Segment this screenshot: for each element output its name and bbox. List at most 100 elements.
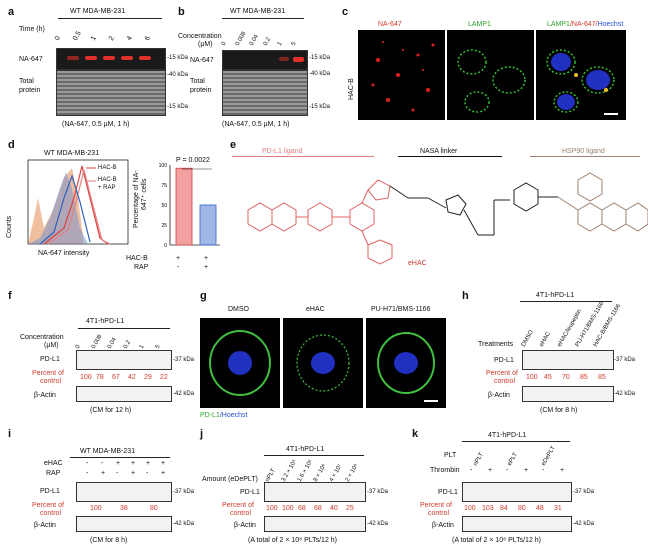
panel-j-amount-1: 3.2 × 10⁵	[280, 458, 299, 483]
panel-j-amount-5: 2 × 10⁸	[344, 463, 360, 483]
panel-a-time-3: 2	[107, 35, 116, 42]
panel-g-col1: DMSO	[228, 306, 249, 313]
panel-j-caption: (A total of 2 × 10⁸ PLTs/12 h)	[248, 537, 338, 544]
panel-e-ligand1: PD-L1 ligand	[262, 148, 303, 155]
panel-a-mw3: -15 kDa	[167, 104, 189, 110]
panel-f-mw1: -37 kDa	[173, 357, 195, 363]
panel-k-row3: β-Actin	[432, 522, 454, 529]
panel-i-mw2: -42 kDa	[173, 521, 195, 527]
panel-d-bar-tick-3: 75	[161, 183, 167, 189]
panel-j-mw1: -37 kDa	[367, 489, 389, 495]
panel-k-thrombin-1: +	[488, 467, 493, 474]
panel-h-actin-blot	[522, 386, 614, 402]
panel-g-dmso-image	[200, 318, 280, 408]
panel-j-pct-3: 68	[314, 505, 322, 512]
panel-i-row3: β-Actin	[34, 522, 56, 529]
panel-d-title: WT MDA-MB-231	[44, 150, 100, 157]
panel-i-pct-v2: 38	[120, 505, 128, 512]
panel-i-rap-5: +	[161, 470, 166, 477]
panel-j-amount-4: 4 × 10⁷	[328, 463, 344, 483]
panel-i-ehac-4: +	[146, 460, 151, 467]
panel-c-lamp1-image	[447, 30, 534, 120]
panel-f-pct2: control	[40, 378, 62, 385]
panel-f-pct-3: 42	[128, 374, 136, 381]
panel-h-pdl1-blot	[522, 350, 614, 370]
panel-a-title-line	[58, 18, 162, 19]
panel-i-pct-v3: 80	[150, 505, 158, 512]
panel-f-label: f	[8, 290, 12, 302]
panel-b-mw3: -15 kDa	[309, 104, 331, 110]
panel-i-label: i	[8, 428, 12, 440]
panel-d-yaxis: Counts	[6, 215, 13, 238]
panel-d-label: d	[8, 139, 15, 151]
panel-a-caption: (NA-647, 0.5 μM, 1 h)	[62, 121, 130, 128]
panel-f-pct-1: 78	[96, 374, 104, 381]
panel-b-conc-4: 1	[276, 41, 284, 47]
panel-f-pct1: Percent of	[32, 370, 64, 377]
panel-i-pdl1-blot	[76, 482, 172, 502]
panel-k-row-plt: PLT	[444, 452, 457, 459]
panel-c-label: c	[342, 6, 349, 18]
panel-b-label: b	[178, 6, 185, 18]
panel-g-col2: eHAC	[306, 306, 325, 313]
panel-k-thrombin-3: +	[524, 467, 529, 474]
panel-j-actin-blot	[264, 516, 366, 532]
panel-i-rap-0: -	[86, 470, 89, 477]
panel-i-row-rap: RAP	[46, 470, 61, 477]
panel-i-rap-2: -	[116, 470, 119, 477]
panel-i-ehac-5: +	[161, 460, 166, 467]
panel-a-time-0: 0	[53, 35, 62, 42]
panel-a-mw1: -15 kDa	[167, 55, 189, 61]
panel-g-ehac-image	[283, 318, 363, 408]
panel-h-label: h	[462, 290, 469, 302]
panel-h-pct-2: 70	[562, 374, 570, 381]
panel-j-pct-5: 25	[346, 505, 354, 512]
panel-h-pct2: control	[494, 378, 516, 385]
panel-e-linker: NASA linker	[420, 148, 458, 155]
panel-d-bar-tick-2: 50	[161, 203, 167, 209]
panel-k-pct-0: 100	[464, 505, 476, 512]
panel-b-conc-5: 5	[290, 41, 298, 47]
panel-g-col3: PU-H71/BMS-1166	[371, 306, 431, 313]
panel-d-legend3: + RAP	[98, 185, 116, 191]
panel-c-col2: LAMP1	[468, 21, 491, 28]
panel-c-na647-image	[358, 30, 445, 120]
panel-k-plt-1: ePLT	[506, 451, 519, 467]
panel-j-pct-4: 40	[330, 505, 338, 512]
panel-d-rap-sign1: -	[177, 264, 180, 271]
panel-i-pct1: Percent of	[32, 502, 64, 509]
panel-b-title-line	[222, 18, 304, 19]
panel-b-row2a: Total	[190, 78, 205, 85]
panel-j-pct-2: 68	[298, 505, 306, 512]
panel-a-na647-blot	[56, 48, 166, 70]
panel-a-title: WT MDA-MB-231	[70, 8, 126, 15]
panel-j-row1: PD-L1	[240, 489, 260, 496]
panel-j-title: 4T1-hPD-L1	[286, 446, 325, 453]
panel-b-conc-1: 0.008	[234, 30, 248, 47]
panel-b-row1: NA-647	[190, 57, 214, 64]
panel-b-caption: (NA-647, 0.5 μM, 1 h)	[222, 121, 290, 128]
panel-h-mw2: -42 kDa	[614, 391, 636, 397]
panel-c-merge-image	[536, 30, 626, 120]
panel-i-pct-v1: 100	[90, 505, 102, 512]
panel-k-pct2: control	[428, 510, 450, 517]
panel-i-ehac-1: -	[101, 460, 104, 467]
panel-f-pct-5: 22	[160, 374, 168, 381]
panel-d-bar-1	[199, 204, 217, 246]
panel-k-mw1: -37 kDa	[573, 489, 595, 495]
panel-j-amount-2: 1.6 × 10⁶	[296, 458, 315, 483]
panel-f-mw2: -42 kDa	[173, 391, 195, 397]
panel-d-row-rap: RAP	[134, 264, 149, 271]
panel-k-pdl1-blot	[462, 482, 572, 502]
panel-h-caption: (CM for 8 h)	[540, 407, 578, 414]
panel-k-pct-2: 84	[500, 505, 508, 512]
panel-j-pct-1: 100	[282, 505, 294, 512]
panel-i-actin-blot	[76, 516, 172, 532]
panel-b-conc-3: 0.2	[262, 36, 273, 47]
panel-d-bar-0	[175, 167, 193, 246]
panel-k-mw2: -42 kDa	[573, 521, 595, 527]
panel-j-pct2: control	[230, 510, 252, 517]
panel-k-row-thrombin: Thrombin	[430, 467, 460, 474]
panel-a-time-4: 4	[125, 35, 134, 42]
panel-i-pct2: control	[40, 510, 62, 517]
